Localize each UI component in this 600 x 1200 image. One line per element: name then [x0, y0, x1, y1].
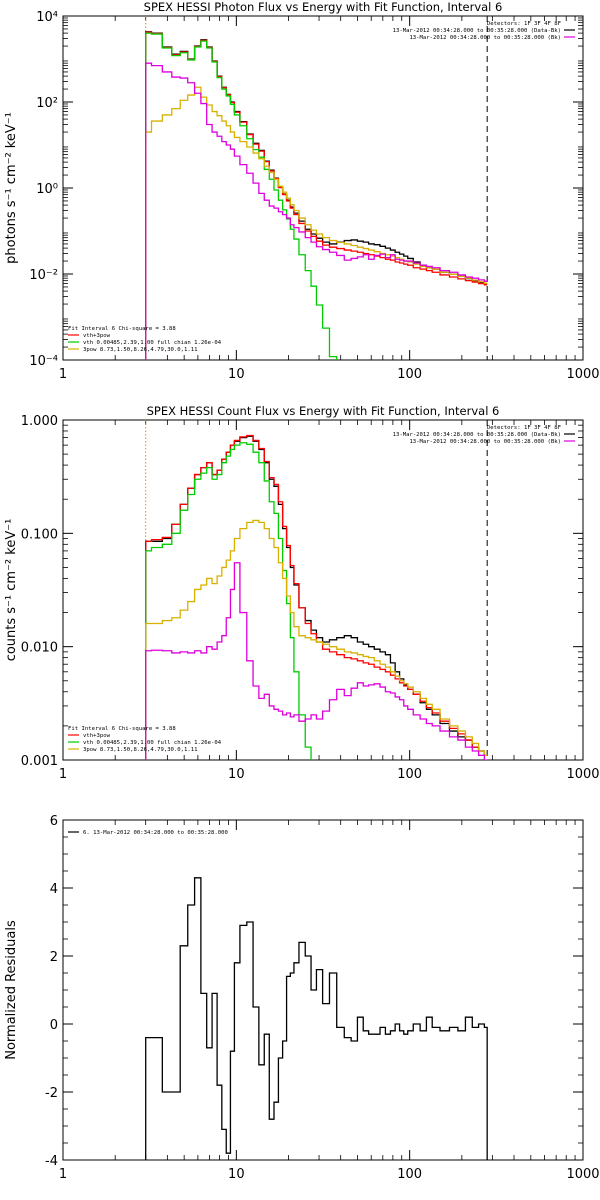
- y-tick-label: 1.000: [21, 414, 58, 429]
- legend-right-entry: 13-Mar-2012 00:34:28.000 to 00:35:28.000…: [409, 35, 561, 41]
- y-tick-label: 10⁻⁴: [29, 354, 58, 369]
- x-tick-label: 1: [59, 367, 67, 382]
- x-tick-label: 1000: [566, 767, 599, 782]
- y-tick-label: 4: [50, 882, 58, 897]
- series-line-1: [145, 435, 488, 760]
- legend-left-entry: Fit Interval 6 Chi-square = 3.88: [68, 326, 176, 332]
- y-tick-label: -2: [45, 1086, 58, 1101]
- x-tick-label: 1000: [566, 1167, 599, 1182]
- y-tick-label: 10⁻²: [29, 268, 58, 283]
- y-tick-label: -4: [45, 1154, 58, 1169]
- y-tick-label: 10⁰: [36, 182, 58, 197]
- y-tick-label: 0: [50, 1018, 58, 1033]
- legend-left-entry: Fit Interval 6 Chi-square = 3.88: [68, 726, 176, 732]
- legend-right-entry: Detectors: 1F 3F 4F 8F: [487, 425, 562, 431]
- series-line-3: [145, 442, 312, 760]
- y-tick-label: 10⁴: [36, 10, 58, 25]
- y-tick-label: 2: [50, 950, 58, 965]
- x-tick-label: 100: [397, 1167, 422, 1182]
- legend-left-entry: 6. 13-Mar-2012 00:34:28.000 to 00:35:28.…: [83, 830, 228, 836]
- legend-left-entry: 3pow 8.73,1.50,8.26,4.79,30.0,1.11: [83, 347, 198, 353]
- legend-right-entry: 13-Mar-2012 00:34:28.000 to 00:35:28.000…: [393, 432, 561, 438]
- legend-left-entry: vth+3pow: [83, 333, 111, 339]
- series-line-3: [145, 32, 338, 360]
- series-line-1: [145, 31, 488, 360]
- legend-right-entry: Detectors: 1F 3F 4F 8F: [487, 21, 562, 27]
- x-tick-label: 10: [228, 767, 245, 782]
- y-tick-label: 0.010: [21, 641, 58, 656]
- y-axis-label: Normalized Residuals: [4, 920, 19, 1060]
- legend-right-entry: 13-Mar-2012 00:34:28.000 to 00:35:28.000…: [393, 28, 561, 34]
- y-tick-label: 0.100: [21, 527, 58, 542]
- chart-title: SPEX HESSI Count Flux vs Energy with Fit…: [147, 404, 500, 418]
- legend-right-entry: 13-Mar-2012 00:34:28.000 to 00:35:28.000…: [409, 439, 561, 445]
- legend-left-entry: vth 0.00485,2.39,1.00 full chian 1.26e-0…: [83, 740, 222, 746]
- series-line-5: [145, 62, 488, 360]
- x-tick-label: 10: [228, 1167, 245, 1182]
- chart-panel-1: SPEX HESSI Photon Flux vs Energy with Fi…: [4, 0, 600, 382]
- legend-left-entry: vth 0.00485,2.39,1.00 full chian 1.26e-0…: [83, 340, 222, 346]
- series-line-2: [145, 31, 488, 360]
- chart-title: SPEX HESSI Photon Flux vs Energy with Fi…: [144, 0, 503, 14]
- x-tick-label: 1000: [566, 367, 599, 382]
- chart-panel-3: 1 10 100 1000 -4 -2 0 2 4 6 Normalized Residuals 6.…: [4, 814, 600, 1182]
- y-tick-label: 6: [50, 814, 58, 829]
- y-tick-label: 10²: [36, 96, 58, 111]
- x-tick-label: 10: [228, 367, 245, 382]
- series-line-4: [145, 86, 488, 360]
- series-line-4: [145, 519, 488, 760]
- y-axis-label: photons s⁻¹ cm⁻² keV⁻¹: [4, 112, 19, 264]
- x-tick-label: 1: [59, 1167, 67, 1182]
- plot-frame: [62, 419, 584, 761]
- y-axis-label: counts s⁻¹ cm⁻² keV⁻¹: [4, 519, 19, 662]
- x-tick-label: 1: [59, 767, 67, 782]
- y-tick-label: 0.001: [21, 754, 58, 769]
- series-line-5: [145, 562, 488, 760]
- series-line-2: [145, 434, 488, 760]
- x-tick-label: 100: [397, 767, 422, 782]
- series-line-1: [145, 877, 488, 1160]
- x-tick-label: 100: [397, 367, 422, 382]
- legend-left-entry: vth+3pow: [83, 733, 111, 739]
- chart-panel-2: SPEX HESSI Count Flux vs Energy with Fit…: [4, 404, 600, 782]
- legend-left-entry: 3pow 8.73,1.50,8.26,4.79,30.0,1.11: [83, 747, 198, 753]
